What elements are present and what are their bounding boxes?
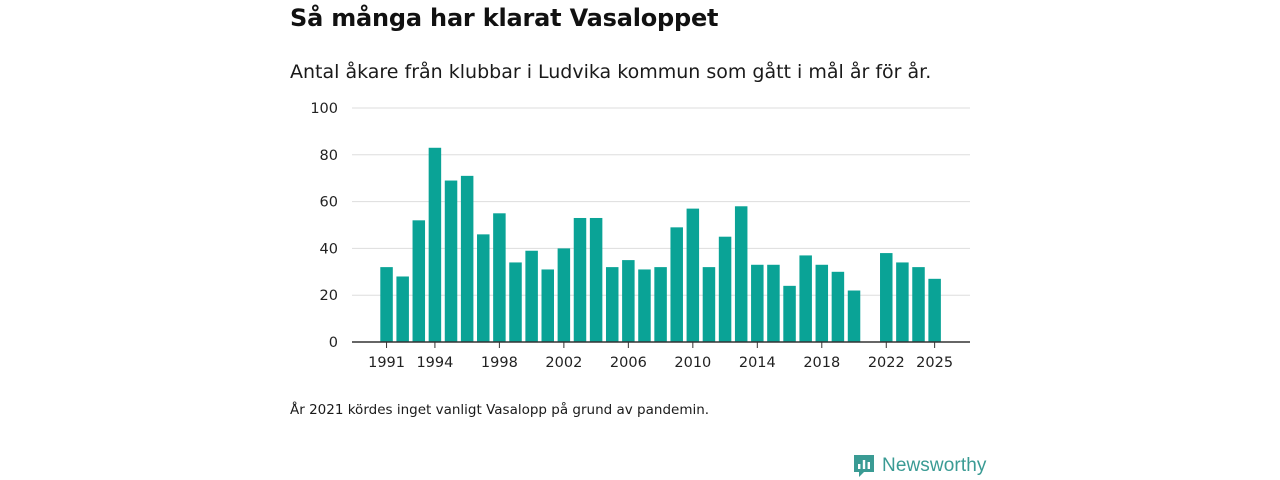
- bar-2022: [880, 253, 893, 342]
- newsworthy-logo-icon: [854, 455, 874, 477]
- y-tick-label: 80: [320, 148, 338, 164]
- bar-1993: [412, 220, 426, 342]
- bar-1996: [460, 175, 474, 342]
- x-tick-label: 2025: [916, 355, 953, 371]
- x-axis-ticks: 1991 1994 1998 2002 2006 2010 2014 2018 2022 2025: [368, 342, 953, 371]
- bar-2005: [605, 267, 619, 342]
- bar-2004: [589, 217, 603, 342]
- y-axis-ticks: 0 20 40 60 80 100: [310, 101, 338, 351]
- newsworthy-logo: Newsworthy: [852, 453, 986, 479]
- bar-2015: [767, 264, 780, 342]
- x-tick-label: 2022: [868, 355, 905, 371]
- x-tick-label: 1994: [416, 355, 453, 371]
- bar-2024: [912, 267, 925, 342]
- bar-1995: [444, 180, 458, 342]
- bar-1994: [428, 147, 442, 342]
- bar-2001: [541, 269, 554, 342]
- bar-2012: [718, 236, 732, 342]
- bar-2013: [734, 206, 748, 342]
- bar-2016: [783, 285, 796, 342]
- brand-name: Newsworthy: [882, 455, 987, 476]
- x-tick-label: 2006: [610, 355, 647, 371]
- bar-2014: [751, 264, 764, 342]
- x-tick-label: 2014: [739, 355, 776, 371]
- x-tick-label: 1991: [368, 355, 405, 371]
- bar-chart: 0 20 40 60 80 100 1991 1994 1998 2002 2006 2010 201…: [310, 101, 970, 371]
- bar-1998: [493, 213, 506, 342]
- bar-2020: [847, 290, 861, 342]
- bar-2010: [686, 208, 700, 342]
- bar-2017: [799, 255, 812, 342]
- bar-1997: [477, 234, 490, 342]
- bar-2006: [622, 260, 635, 342]
- chart-title: Så många har klarat Vasaloppet: [290, 4, 719, 32]
- bar-2003: [573, 217, 587, 342]
- bar-2007: [638, 269, 651, 342]
- y-tick-label: 0: [329, 335, 338, 351]
- bar-2011: [702, 267, 716, 342]
- chart-subtitle: Antal åkare från klubbar i Ludvika kommu…: [290, 61, 932, 83]
- y-tick-label: 40: [320, 241, 338, 257]
- bar-2023: [896, 262, 909, 342]
- bar-2009: [670, 227, 683, 342]
- x-tick-label: 2010: [674, 355, 711, 371]
- bar-1992: [396, 276, 409, 342]
- bar-2019: [831, 271, 845, 342]
- x-tick-label: 2018: [803, 355, 840, 371]
- bar-2025: [928, 278, 941, 342]
- bar-2018: [815, 264, 829, 342]
- bar-1999: [509, 262, 522, 342]
- x-tick-label: 2002: [545, 355, 582, 371]
- bar-2002: [557, 248, 571, 342]
- footnote: År 2021 kördes inget vanligt Vasalopp på…: [290, 402, 710, 418]
- bar-2000: [525, 250, 538, 342]
- y-tick-label: 20: [320, 288, 338, 304]
- y-tick-label: 100: [310, 101, 338, 117]
- chart-card: Så många har klarat Vasaloppet Antal åka…: [290, 0, 990, 480]
- x-tick-label: 1998: [481, 355, 518, 371]
- y-tick-label: 60: [320, 195, 338, 211]
- bar-1991: [380, 267, 393, 342]
- bars: [380, 147, 941, 342]
- bar-2008: [654, 267, 667, 342]
